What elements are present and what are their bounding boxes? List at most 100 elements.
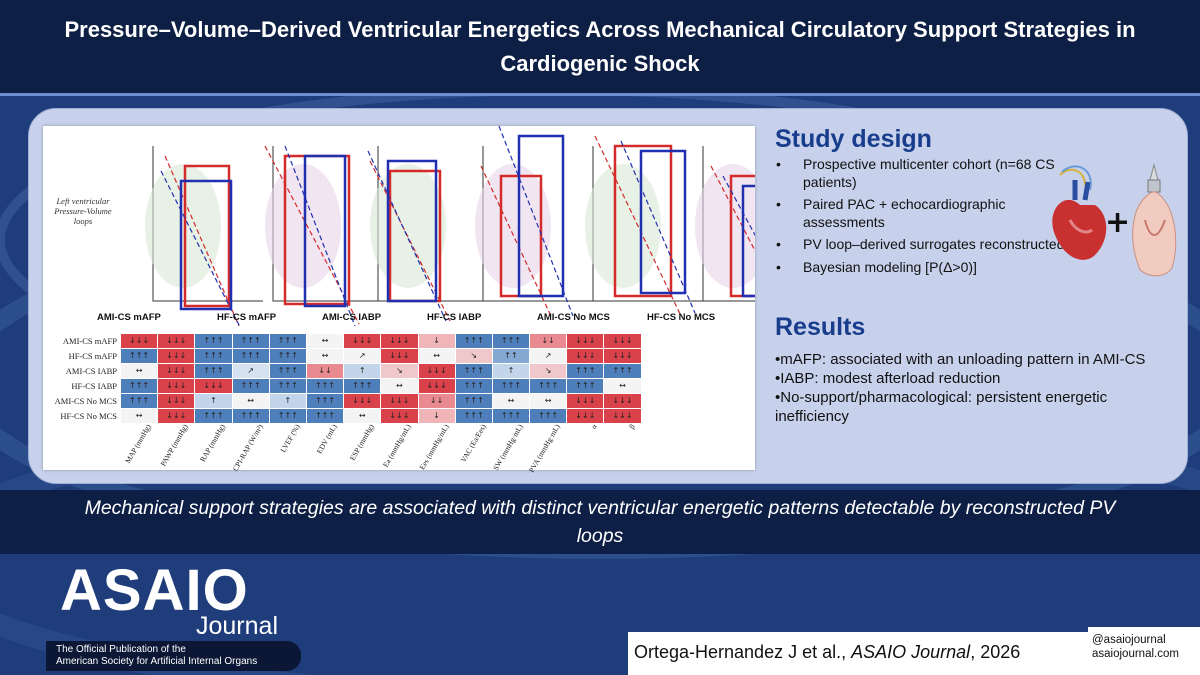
tagline-line-1: The Official Publication of the: [56, 644, 186, 655]
heatmap-cell: ↑↑↑: [195, 334, 232, 348]
heatmap-cell: ↑↑↑: [492, 334, 530, 348]
heatmap-cell: ↑: [269, 394, 306, 408]
svg-text:+: +: [1105, 205, 1130, 240]
heatmap-row-label: AMI-CS IABP: [65, 366, 117, 376]
elastance-line: [264, 145, 360, 325]
loop-label: AMI-CS No MCS: [537, 312, 610, 323]
heatmap-cell: ↑↑↑: [121, 379, 158, 393]
loop-label: AMI-CS mAFP: [97, 312, 161, 323]
heatmap-cell: ↔: [306, 334, 344, 348]
heatmap-cell: ↓↓↓: [195, 379, 232, 393]
baseline-loop: [613, 144, 673, 298]
pv-loop-figure: Left ventricular Pressure-Volume loops A…: [43, 126, 755, 474]
heatmap-row-label: HF-CS IABP: [71, 381, 117, 391]
heatmap-cell: ↗: [232, 364, 269, 378]
loop-label: HF-CS No MCS: [647, 312, 716, 323]
conclusion-bar: Mechanical support strategies are associ…: [0, 490, 1200, 554]
heatmap-cell: ↓↓↓: [344, 334, 381, 348]
heatmap-cell: ↓↓↓: [604, 409, 641, 423]
during-loop: [179, 179, 233, 311]
heatmap-row-label: HF-CS No MCS: [60, 411, 117, 421]
heatmap-cell: ↔: [492, 394, 530, 408]
during-loop: [741, 184, 755, 298]
heart-silhouette: [695, 164, 755, 288]
website-link[interactable]: asaiojournal.com: [1092, 648, 1179, 660]
loop-label: HF-CS IABP: [427, 312, 482, 323]
pv-loop-diagram: [145, 126, 755, 326]
heatmap-cell: ↑↑↑: [121, 349, 158, 363]
heatmap-cell: ↘: [381, 364, 418, 378]
heatmap-column-labels: MAP (mmHg) PAWP (mmHg) RAP (mmHg) CPI-RAP (…: [121, 423, 753, 474]
heatmap-cell: ↑↑↑: [269, 334, 306, 348]
heatmap-cell: ↗: [344, 349, 381, 363]
heatmap-cell: ↓↓↓: [418, 379, 455, 393]
elastance-line: [722, 175, 755, 237]
heatmap-cell: ↓: [418, 334, 455, 348]
heart-device-illustration: +: [1052, 163, 1177, 277]
heart-silhouette: [585, 164, 661, 288]
heatmap-cell: ↑↑↑: [492, 379, 530, 393]
heatmap-cell: ↑: [492, 364, 530, 378]
asaio-logo: ASAIO: [60, 558, 249, 623]
heatmap-cell: ↔: [121, 409, 158, 423]
study-design-item: Prospective multicenter cohort (n=68 CS …: [776, 156, 1066, 191]
elastance-line: [710, 165, 755, 252]
heatmap-cell: ↑↑↑: [530, 379, 567, 393]
heatmap-cell: ↑↑↑: [232, 409, 269, 423]
heatmap-cell: ↑↑↑: [232, 334, 269, 348]
heatmap: ↓↓↓ ↓↓↓ ↑↑↑ ↑↑↑ ↑↑↑ ↔ ↓↓↓ ↓↓↓ ↓ ↑↑↑ ↑↑↑ ↓↓ ↓↓↓ ↓↓↓ ↑↑↑…: [121, 334, 753, 424]
heatmap-cell: ↑↑↑: [269, 349, 306, 363]
elastance-line: [498, 126, 574, 317]
heatmap-row-label: AMI-CS No MCS: [54, 396, 117, 406]
heatmap-cell: ↑↑↑: [604, 364, 641, 378]
study-design-list: Prospective multicenter cohort (n=68 CS …: [776, 156, 1066, 281]
heatmap-row: ↓↓↓ ↓↓↓ ↑↑↑ ↑↑↑ ↑↑↑ ↔ ↓↓↓ ↓↓↓ ↓ ↑↑↑ ↑↑↑ ↓↓ ↓↓↓ ↓↓↓: [121, 334, 753, 348]
heatmap-cell: ↑↑↑: [121, 394, 158, 408]
heatmap-cell: ↑↑↑: [195, 349, 232, 363]
heatmap-cell: ↓↓↓: [567, 409, 604, 423]
heatmap-cell: ↑↑↑: [455, 364, 492, 378]
elastance-line: [594, 135, 682, 317]
elastance-line: [620, 140, 696, 314]
heatmap-cell: ↓↓↓: [121, 334, 158, 348]
heatmap-cell: ↓↓↓: [158, 364, 195, 378]
heatmap-cell: ↔: [604, 379, 641, 393]
during-loop: [386, 159, 438, 303]
study-design-item: Bayesian modeling [P(Δ>0)]: [776, 259, 1066, 277]
heatmap-cell: ↓: [418, 409, 455, 423]
heatmap-cell: ↑↑↑: [195, 409, 232, 423]
heatmap-cell: ↓↓↓: [158, 334, 195, 348]
header-bar: Pressure–Volume–Derived Ventricular Ener…: [0, 0, 1200, 96]
heatmap-cell: ↑↑↑: [306, 394, 344, 408]
heatmap-cell: ↑↑↑: [344, 379, 381, 393]
loop-label: AMI-CS IABP: [322, 312, 382, 323]
heatmap-cell: ↑↑↑: [306, 379, 344, 393]
heatmap-cell: ↘: [530, 364, 567, 378]
heatmap-cell: ↓↓↓: [344, 394, 381, 408]
citation-authors: Ortega-Hernandez J et al.,: [634, 642, 847, 662]
heatmap-cell: ↔: [530, 394, 567, 408]
heatmap-cell: ↑↑: [492, 349, 530, 363]
journal-logo-text: Journal: [196, 612, 278, 640]
results-item: •No-support/pharmacological: persistent …: [775, 389, 1108, 425]
page-title: Pressure–Volume–Derived Ventricular Ener…: [64, 16, 1136, 76]
lv-pv-loops-label: Left ventricular Pressure-Volume loops: [54, 196, 112, 226]
results-item: •IABP: modest afterload reduction: [775, 370, 1001, 387]
heatmap-cell: ↑↑↑: [492, 409, 530, 423]
baseline-loop: [729, 174, 755, 298]
results-item: •mAFP: associated with an unloading patt…: [775, 351, 1146, 368]
heatmap-cell: ↓↓↓: [381, 334, 418, 348]
heatmap-cell: ↓↓: [418, 394, 455, 408]
results-heading: Results: [775, 313, 866, 341]
heatmap-cell: ↓↓↓: [158, 394, 195, 408]
heatmap-cell: ↑: [195, 394, 232, 408]
heatmap-row-label: AMI-CS mAFP: [62, 336, 117, 346]
heatmap-cell: ↓↓↓: [604, 394, 641, 408]
citation-year: , 2026: [970, 642, 1021, 662]
heatmap-cell: ↔: [381, 379, 418, 393]
heatmap-cell: ↓↓↓: [381, 349, 418, 363]
heatmap-cell: ↑↑↑: [269, 379, 306, 393]
elastance-line: [367, 150, 447, 322]
baseline-loop: [183, 164, 231, 308]
elastance-line: [160, 170, 241, 326]
